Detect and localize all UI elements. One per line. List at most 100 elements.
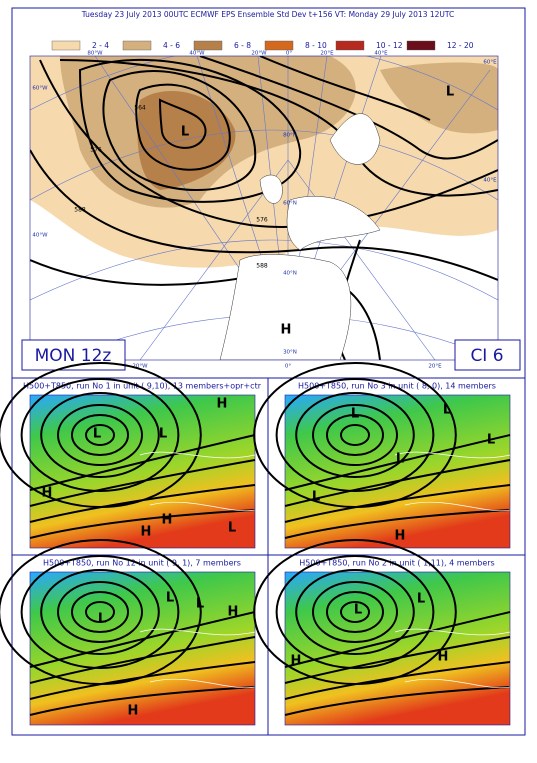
- contour: [284, 686, 511, 716]
- pressure-marker: H: [217, 397, 228, 412]
- panel-field: [284, 571, 511, 726]
- pressure-marker: L: [443, 403, 451, 418]
- contour: [20, 378, 180, 492]
- legend-swatch: [264, 40, 294, 51]
- grid-label: 80°W: [87, 51, 103, 57]
- contour-label: 576: [256, 217, 268, 224]
- pressure-marker: L: [487, 433, 495, 448]
- pressure-marker: L: [351, 407, 359, 422]
- contour: [85, 601, 115, 623]
- ci-box: [454, 339, 521, 371]
- legend-swatch: [335, 40, 365, 51]
- contour: [275, 555, 435, 669]
- contour: [71, 591, 129, 633]
- contour: [340, 601, 370, 623]
- contour: [312, 404, 398, 466]
- pressure-marker: H: [128, 704, 139, 719]
- panel: H500+T850, run No 2 in unit ( 1,11), 4 m…: [253, 539, 511, 726]
- pressure-marker: L: [196, 597, 204, 612]
- contour: [326, 591, 384, 633]
- panel-field: [29, 571, 256, 726]
- contour: [40, 392, 160, 478]
- grid-label: 40°E: [483, 178, 497, 184]
- grid-label: 0°: [285, 364, 291, 370]
- grid-label: 20°E: [320, 51, 334, 57]
- contour: [312, 581, 398, 643]
- panel-title: H500+T850, run No 2 in unit ( 1,11), 4 m…: [299, 559, 494, 568]
- contour-label: 576: [90, 147, 102, 154]
- contour: [40, 569, 160, 655]
- legend-label: 12 - 20: [447, 41, 474, 50]
- contour: [284, 636, 511, 684]
- pressure-marker: L: [159, 427, 167, 442]
- pressure-marker: H: [395, 529, 406, 544]
- main-labels: 80°W 40°W 20°W 0° 20°E 40°E 60°E 60°W 40°W 40°E 20…: [32, 51, 497, 370]
- pressure-marker: L: [446, 85, 454, 100]
- grid-label: 20°E: [428, 364, 442, 370]
- panel-title: H500+T850, run No 12 in unit ( 9, 1), 7 …: [43, 559, 241, 568]
- contour: [275, 378, 435, 492]
- contour: [29, 459, 256, 507]
- contour: [20, 555, 180, 669]
- pressure-marker: L: [396, 452, 404, 467]
- grid-label: 30°N: [283, 350, 297, 356]
- panel-title: H500+T850, run No 1 in unit ( 9,10), 13 …: [23, 382, 262, 391]
- legend-swatch: [122, 40, 152, 51]
- pressure-marker: H: [228, 605, 239, 620]
- legend: 2 - 4 4 - 6 6 - 8 8 - 10 10 - 12 12 - 20: [51, 40, 474, 51]
- pressure-marker: L: [181, 125, 189, 140]
- contour: [29, 509, 256, 539]
- panel-title: H500+T850, run No 3 in unit ( 8, 0), 14 …: [298, 382, 496, 391]
- contour: [29, 686, 256, 716]
- contour: [295, 392, 415, 478]
- contour: [295, 569, 415, 655]
- contour: [29, 611, 256, 668]
- coastline: [394, 628, 511, 689]
- coastline: [139, 628, 256, 689]
- pressure-marker: H: [42, 486, 53, 501]
- grid-label: 40°W: [189, 51, 205, 57]
- pressure-marker: L: [166, 591, 174, 606]
- pressure-marker: L: [312, 490, 320, 505]
- contour-label: 588: [74, 207, 86, 214]
- contour: [71, 414, 129, 456]
- contour-label: 564: [134, 105, 146, 112]
- legend-label: 4 - 6: [163, 41, 180, 50]
- pressure-marker: H: [438, 650, 449, 665]
- grid-label: 60°E: [483, 60, 497, 66]
- contour-label: 588: [256, 263, 268, 270]
- contour: [57, 581, 143, 643]
- panel: H500+T850, run No 12 in unit ( 9, 1), 7 …: [0, 539, 256, 726]
- pressure-marker: H: [162, 513, 173, 528]
- panel-field: [29, 394, 256, 549]
- pressure-marker: H: [291, 654, 302, 669]
- pressure-marker: L: [417, 592, 425, 607]
- map-border: [29, 55, 499, 361]
- contour: [284, 484, 511, 523]
- pressure-marker: H: [141, 525, 152, 540]
- legend-label: 2 - 4: [92, 41, 109, 50]
- contour: [284, 459, 511, 507]
- contour: [29, 484, 256, 523]
- pressure-marker: L: [354, 603, 362, 618]
- pressure-marker: L: [98, 612, 106, 627]
- grid-label: 40°E: [374, 51, 388, 57]
- panel-field: [284, 394, 511, 549]
- grid-label: 0°: [286, 51, 292, 57]
- grid-label: 60°W: [32, 86, 48, 92]
- contour: [284, 661, 511, 700]
- pressure-marker: L: [228, 521, 236, 536]
- legend-label: 10 - 12: [376, 41, 403, 50]
- contour: [284, 611, 511, 668]
- grid-label: 60°N: [283, 201, 297, 207]
- grid-label: 40°W: [32, 233, 48, 239]
- title: Tuesday 23 July 2013 00UTC ECMWF EPS Ens…: [81, 10, 455, 19]
- grid-label: 20°W: [132, 364, 148, 370]
- day-label: MON 12z: [35, 346, 112, 366]
- contour: [85, 424, 115, 446]
- legend-label: 8 - 10: [305, 41, 327, 50]
- coastline: [139, 451, 256, 512]
- grid-label: 40°N: [283, 271, 297, 277]
- contour: [29, 434, 256, 491]
